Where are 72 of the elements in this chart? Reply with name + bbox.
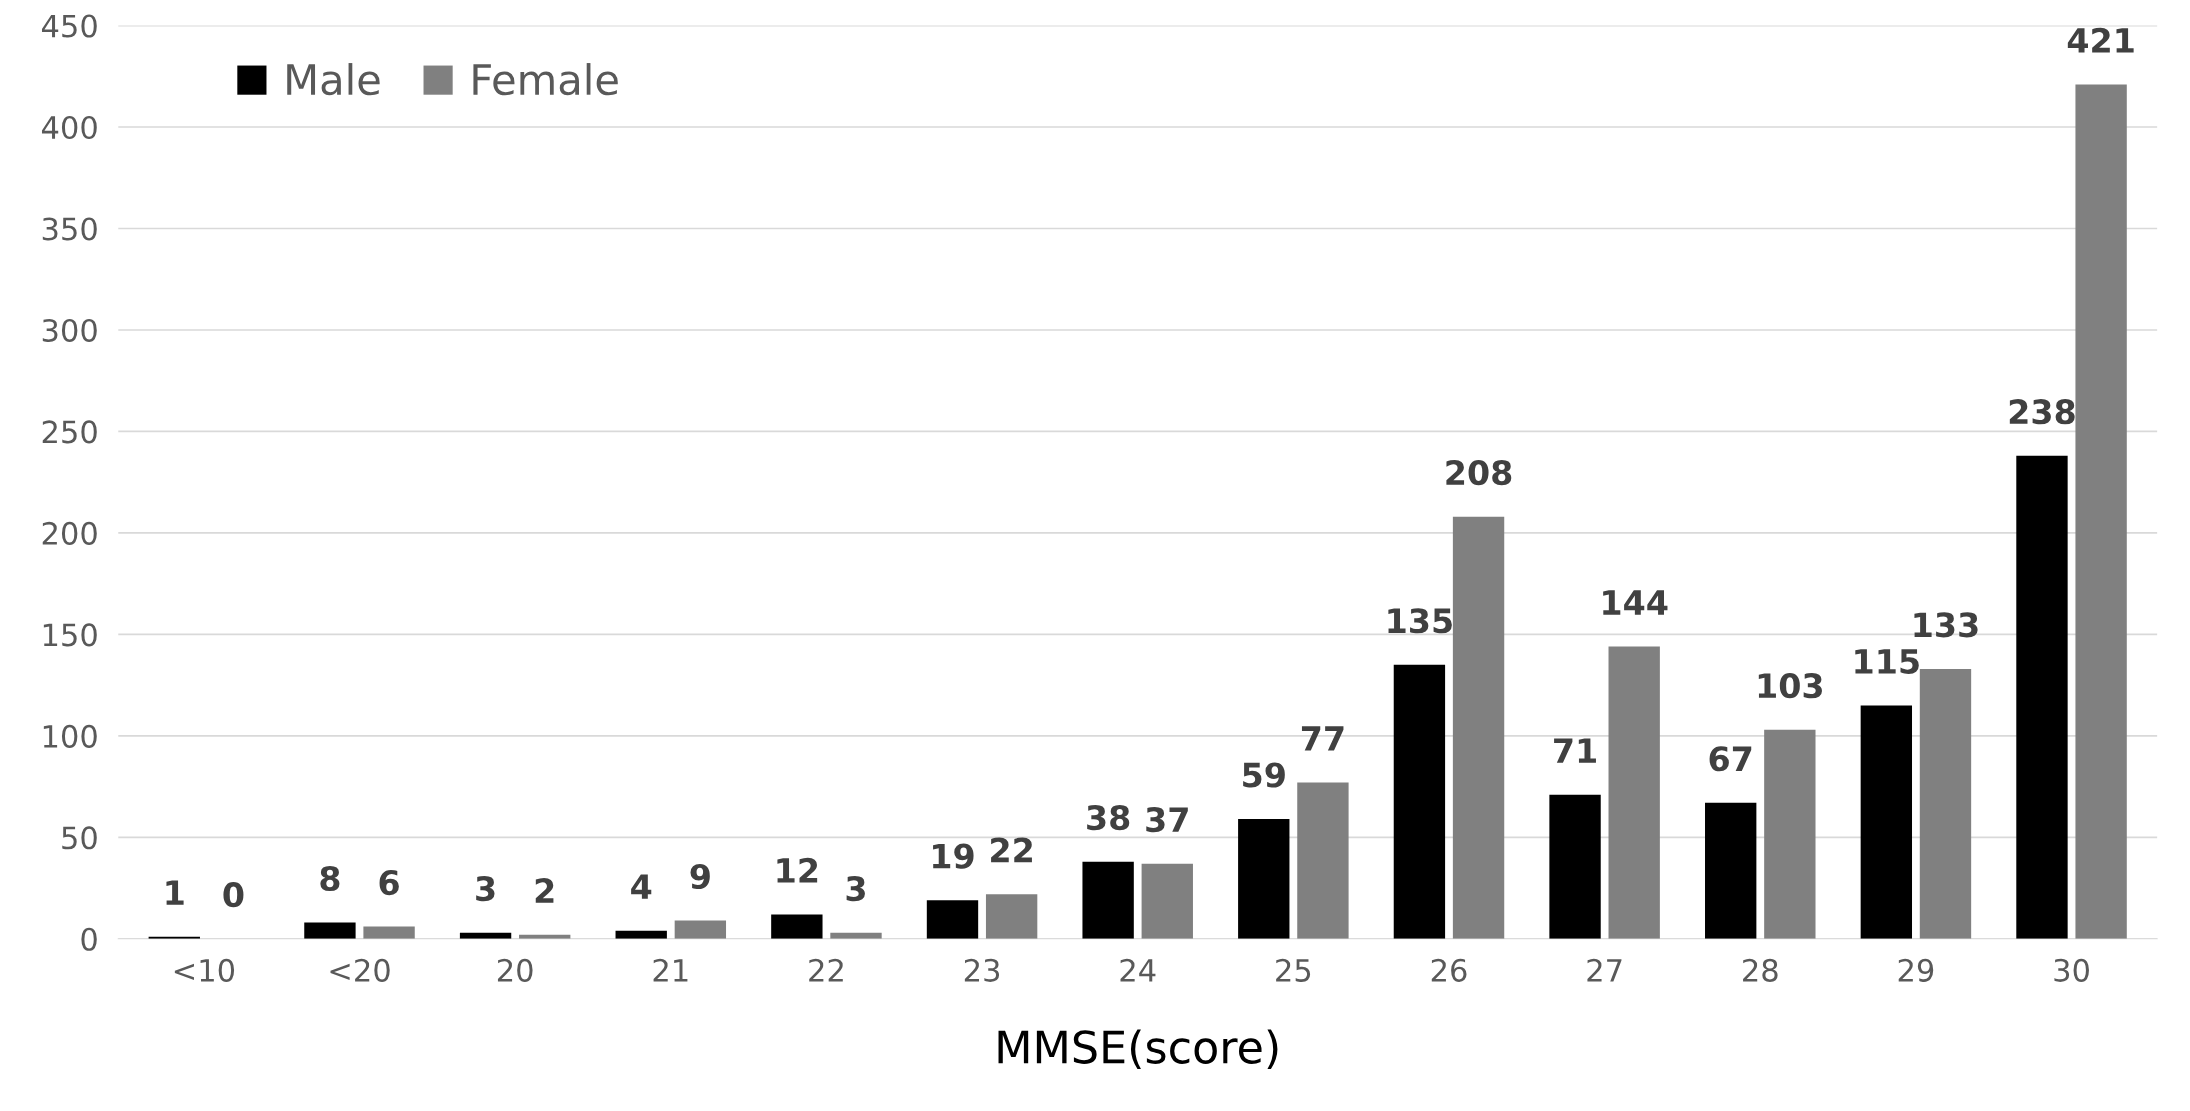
- data-label: 421: [2067, 27, 2134, 53]
- data-label: 3: [476, 876, 495, 902]
- bar: [363, 926, 415, 939]
- data-label: 8: [320, 865, 340, 892]
- data-label: 208: [1446, 460, 1512, 486]
- y-tick-label: 250: [42, 420, 97, 444]
- bar: [1452, 516, 1505, 939]
- data-label: 67: [1709, 746, 1752, 772]
- bar: [2075, 84, 2127, 939]
- data-label: 1: [166, 880, 184, 905]
- bar: [985, 894, 1038, 939]
- legend-label: Female: [473, 63, 618, 96]
- x-tick-label: 29: [1898, 958, 1934, 982]
- data-label: 135: [1388, 608, 1452, 634]
- bar: [1082, 861, 1134, 939]
- x-tick-label: 30: [2054, 958, 2089, 982]
- data-label: 133: [1914, 612, 1978, 638]
- data-label: 115: [1855, 649, 1919, 674]
- bar: [1608, 646, 1660, 939]
- y-tick-label: 150: [43, 623, 97, 647]
- x-tick-label: 21: [653, 958, 688, 982]
- data-label: 0: [223, 882, 244, 908]
- bar: [1141, 863, 1193, 939]
- data-label: 19: [933, 843, 974, 869]
- data-label: 71: [1554, 738, 1596, 763]
- x-tick-label: 24: [1120, 958, 1156, 982]
- data-label: 77: [1301, 726, 1344, 751]
- bar: [1919, 668, 1972, 939]
- bar: [674, 920, 727, 939]
- bar: [926, 900, 979, 939]
- x-axis-title: MMSE(score): [998, 1029, 1278, 1070]
- y-tick-label: 300: [42, 318, 97, 343]
- y-tick-label: 450: [41, 14, 97, 38]
- legend-label: Male: [287, 63, 380, 96]
- x-tick-label: 26: [1431, 958, 1467, 982]
- bar: [771, 914, 823, 939]
- x-tick-label: 20: [497, 958, 533, 982]
- data-label: 37: [1146, 807, 1188, 833]
- data-label: 4: [631, 874, 652, 899]
- bar: [1393, 664, 1446, 939]
- x-tick-label: 27: [1587, 958, 1622, 982]
- data-label: 12: [777, 857, 818, 883]
- y-tick-label: 350: [42, 217, 97, 241]
- x-tick-label: 25: [1276, 958, 1311, 982]
- bar: [1705, 802, 1757, 939]
- data-label: 38: [1087, 805, 1130, 831]
- y-tick-label: 100: [43, 724, 97, 748]
- bar: [304, 922, 356, 939]
- data-label: 2: [535, 878, 554, 903]
- data-label: 59: [1243, 762, 1285, 788]
- x-tick-label: <10: [174, 958, 235, 982]
- data-label: 3: [846, 876, 865, 902]
- bar: [1860, 705, 1913, 939]
- x-tick-label: 23: [964, 958, 1000, 982]
- bar: [1764, 729, 1816, 939]
- x-tick-label: 28: [1743, 958, 1778, 982]
- bar: [2016, 455, 2068, 939]
- bar: [1549, 794, 1601, 939]
- x-tick-label: 22: [809, 958, 843, 982]
- bar: [1297, 782, 1349, 939]
- y-tick-label: 50: [62, 826, 97, 850]
- data-label: 238: [2009, 399, 2075, 425]
- y-tick-label: 200: [42, 521, 97, 545]
- data-label: 144: [1603, 590, 1668, 615]
- data-label: 103: [1758, 673, 1822, 699]
- y-tick-label: 0: [81, 927, 97, 951]
- data-label: 22: [991, 837, 1032, 863]
- data-label: 9: [690, 863, 710, 890]
- data-label: 6: [379, 869, 399, 896]
- bar: [1238, 819, 1290, 939]
- x-tick-label: <20: [330, 958, 390, 982]
- y-tick-label: 400: [41, 115, 97, 140]
